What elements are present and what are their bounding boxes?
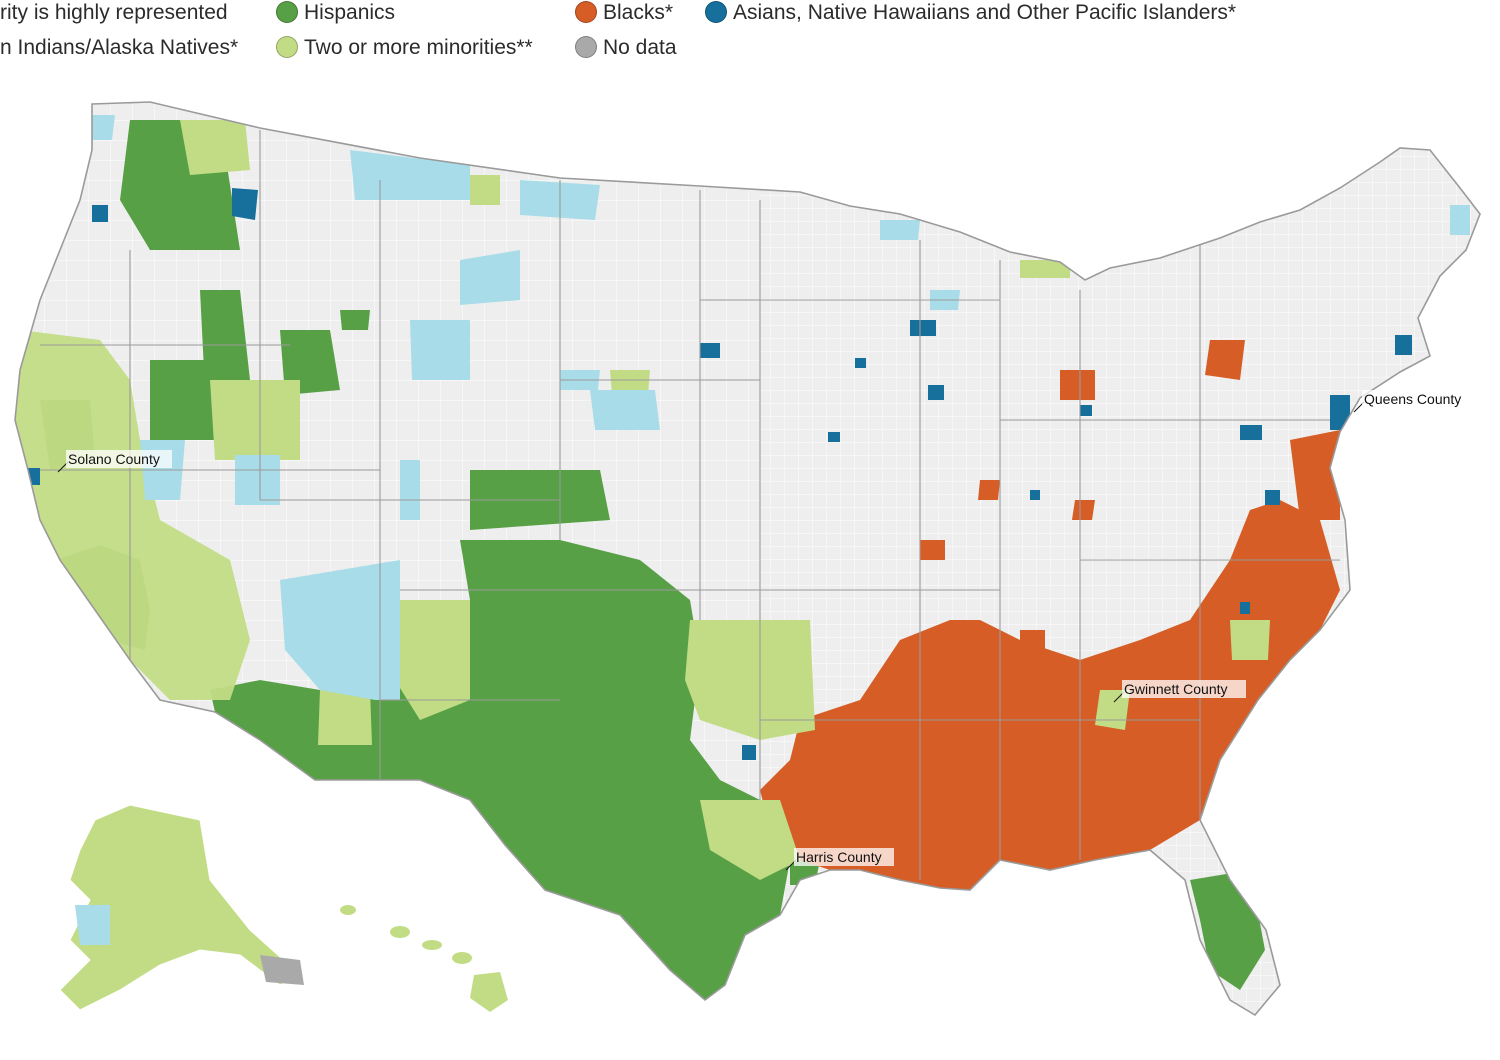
two-or-more-swatch-icon [276,36,298,58]
alaska [59,804,304,1011]
legend-item-two-or-more: Two or more minorities** [276,35,533,61]
region-hispanics [40,120,1265,1000]
hispanics-swatch-icon [276,1,298,23]
legend: rity is highly represented Hispanics Bla… [0,0,1500,70]
region-asians [28,188,1412,760]
callout-harris-label: Harris County [796,849,882,865]
legend-label-hispanics: Hispanics [304,1,396,24]
state-borders [40,130,1340,880]
region-aian [90,115,1470,700]
callout-gwinnett-label: Gwinnett County [1124,681,1228,697]
legend-item-aian: n Indians/Alaska Natives* [0,35,238,61]
blacks-swatch-icon [575,1,597,23]
legend-item-no-data: No data [575,35,677,61]
callout-solano: Solano County [57,450,172,473]
no-data-swatch-icon [575,36,597,58]
asians-swatch-icon [705,1,727,23]
legend-label-asians: Asians, Native Hawaiians and Other Pacif… [733,1,1237,24]
callout-queens: Queens County [1353,390,1474,413]
legend-item-hispanics: Hispanics [276,0,395,26]
legend-label-two: Two or more minorities** [304,36,533,59]
callout-harris: Harris County [785,848,894,871]
hawaii [340,905,508,1012]
legend-item-asians: Asians, Native Hawaiians and Other Pacif… [705,0,1236,26]
legend-item-blacks: Blacks* [575,0,673,26]
legend-label-nodata: No data [603,36,677,59]
region-two-or-more [15,120,1270,880]
legend-item-highly-represented: rity is highly represented [0,0,228,26]
legend-label-aian: n Indians/Alaska Natives* [0,36,239,59]
us-county-map: Solano County Queens County Gwinnett Cou… [14,101,1481,1016]
callout-gwinnett: Gwinnett County [1113,680,1246,703]
region-blacks [760,340,1340,890]
legend-label-blacks: Blacks* [603,1,674,24]
callout-solano-label: Solano County [68,451,160,467]
callout-queens-label: Queens County [1364,391,1461,407]
legend-label-highly: rity is highly represented [0,1,228,24]
